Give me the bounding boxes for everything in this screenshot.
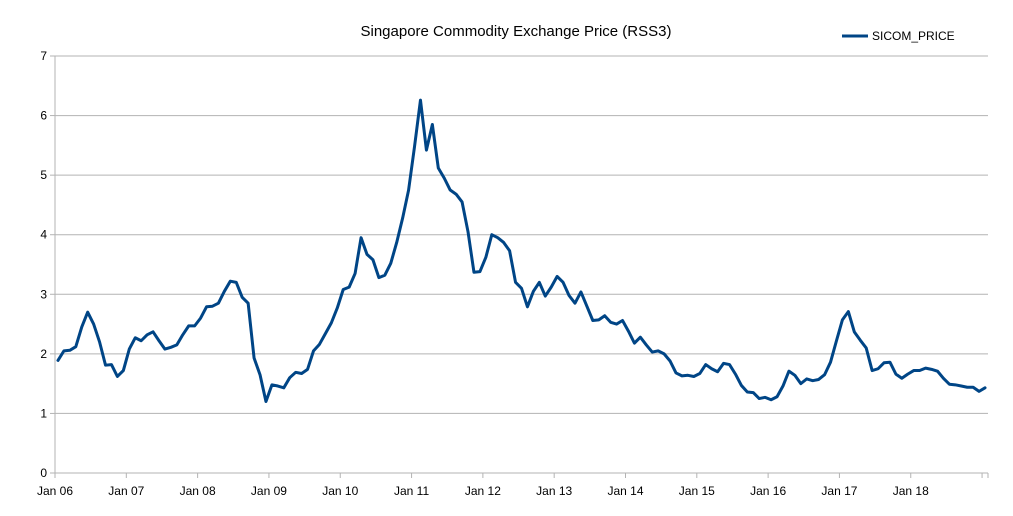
- x-tick-label: Jan 07: [108, 484, 144, 498]
- x-tick-label: Jan 15: [679, 484, 715, 498]
- x-tick-label: Jan 12: [465, 484, 501, 498]
- y-tick-label: 5: [40, 168, 47, 182]
- x-tick-label: Jan 06: [37, 484, 73, 498]
- y-tick-label: 3: [40, 287, 47, 301]
- x-tick-label: Jan 16: [750, 484, 786, 498]
- legend-label: SICOM_PRICE: [872, 29, 955, 43]
- x-tick-label: Jan 11: [394, 484, 429, 498]
- y-tick-label: 1: [40, 406, 47, 420]
- x-tick-label: Jan 13: [536, 484, 572, 498]
- x-tick-label: Jan 18: [893, 484, 929, 498]
- x-tick-label: Jan 17: [821, 484, 857, 498]
- legend: SICOM_PRICE: [842, 29, 955, 43]
- y-tick-label: 4: [40, 228, 47, 242]
- x-tick-label: Jan 08: [180, 484, 216, 498]
- gridlines: [55, 55, 988, 414]
- x-tick-label: Jan 14: [607, 484, 643, 498]
- y-tick-label: 7: [40, 49, 47, 63]
- series-line-sicom-price: [56, 98, 987, 404]
- x-axis-ticks: Jan 06 Jan 07 Jan 08 Jan 09 Jan 10 Jan 11 Jan …: [37, 473, 989, 498]
- y-tick-label: 0: [40, 466, 47, 480]
- x-tick-label: Jan 09: [251, 484, 287, 498]
- chart-title: Singapore Commodity Exchange Price (RSS3…: [361, 23, 672, 40]
- x-tick-label: Jan 10: [322, 484, 358, 498]
- y-tick-label: 6: [40, 109, 47, 123]
- y-axis-ticks: 0 1 2 3 4 5 6 7: [40, 49, 55, 480]
- y-tick-label: 2: [40, 347, 47, 361]
